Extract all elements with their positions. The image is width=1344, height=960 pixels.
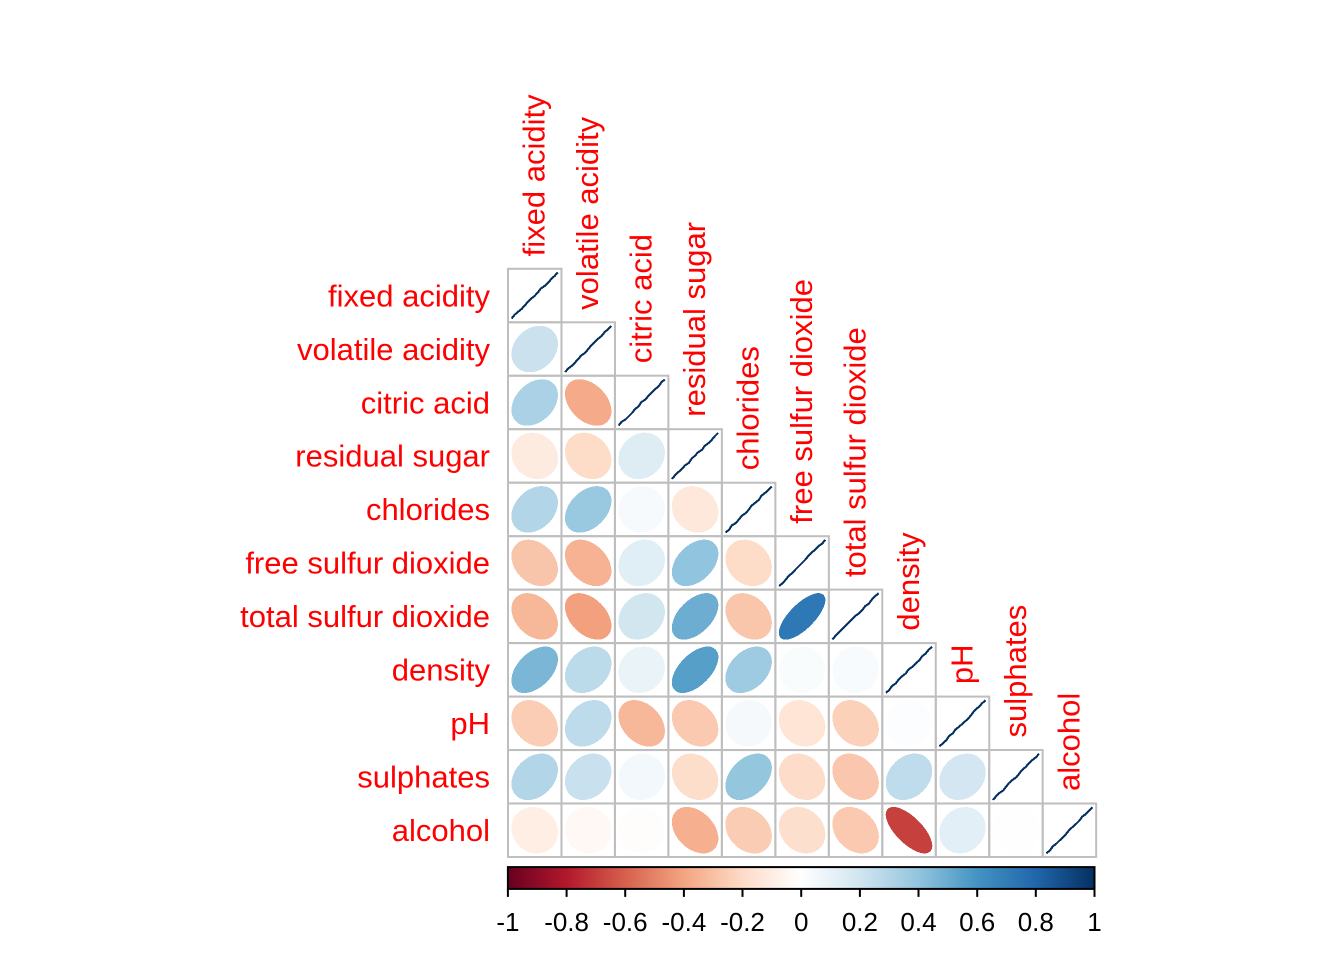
svg-text:volatile acidity: volatile acidity xyxy=(297,332,490,367)
svg-text:0.6: 0.6 xyxy=(959,907,995,937)
svg-text:fixed acidity: fixed acidity xyxy=(517,94,552,256)
svg-text:citric acid: citric acid xyxy=(624,234,659,363)
svg-text:-0.4: -0.4 xyxy=(661,907,706,937)
svg-text:1: 1 xyxy=(1087,907,1101,937)
svg-text:-1: -1 xyxy=(496,907,519,937)
svg-text:0: 0 xyxy=(794,907,808,937)
svg-text:total sulfur dioxide: total sulfur dioxide xyxy=(838,327,873,577)
svg-text:chlorides: chlorides xyxy=(731,346,766,470)
svg-text:density: density xyxy=(891,532,926,631)
svg-text:residual sugar: residual sugar xyxy=(677,222,712,417)
svg-text:alcohol: alcohol xyxy=(1051,693,1086,791)
svg-text:citric acid: citric acid xyxy=(361,385,490,420)
svg-text:pH: pH xyxy=(450,706,490,741)
svg-text:density: density xyxy=(392,653,491,688)
svg-text:-0.6: -0.6 xyxy=(603,907,648,937)
svg-text:total sulfur dioxide: total sulfur dioxide xyxy=(240,599,490,634)
svg-text:chlorides: chlorides xyxy=(366,492,490,527)
svg-text:fixed acidity: fixed acidity xyxy=(328,278,490,313)
svg-text:free sulfur dioxide: free sulfur dioxide xyxy=(245,546,490,581)
svg-text:pH: pH xyxy=(945,644,980,684)
svg-text:-0.2: -0.2 xyxy=(720,907,765,937)
svg-text:volatile acidity: volatile acidity xyxy=(570,116,605,309)
svg-text:0.4: 0.4 xyxy=(900,907,936,937)
svg-text:sulphates: sulphates xyxy=(998,605,1033,738)
svg-text:0.2: 0.2 xyxy=(842,907,878,937)
svg-text:residual sugar: residual sugar xyxy=(295,439,490,474)
svg-text:sulphates: sulphates xyxy=(357,760,490,795)
svg-text:0.8: 0.8 xyxy=(1018,907,1054,937)
svg-text:-0.8: -0.8 xyxy=(544,907,589,937)
svg-text:alcohol: alcohol xyxy=(392,813,490,848)
svg-text:free sulfur dioxide: free sulfur dioxide xyxy=(784,279,819,524)
